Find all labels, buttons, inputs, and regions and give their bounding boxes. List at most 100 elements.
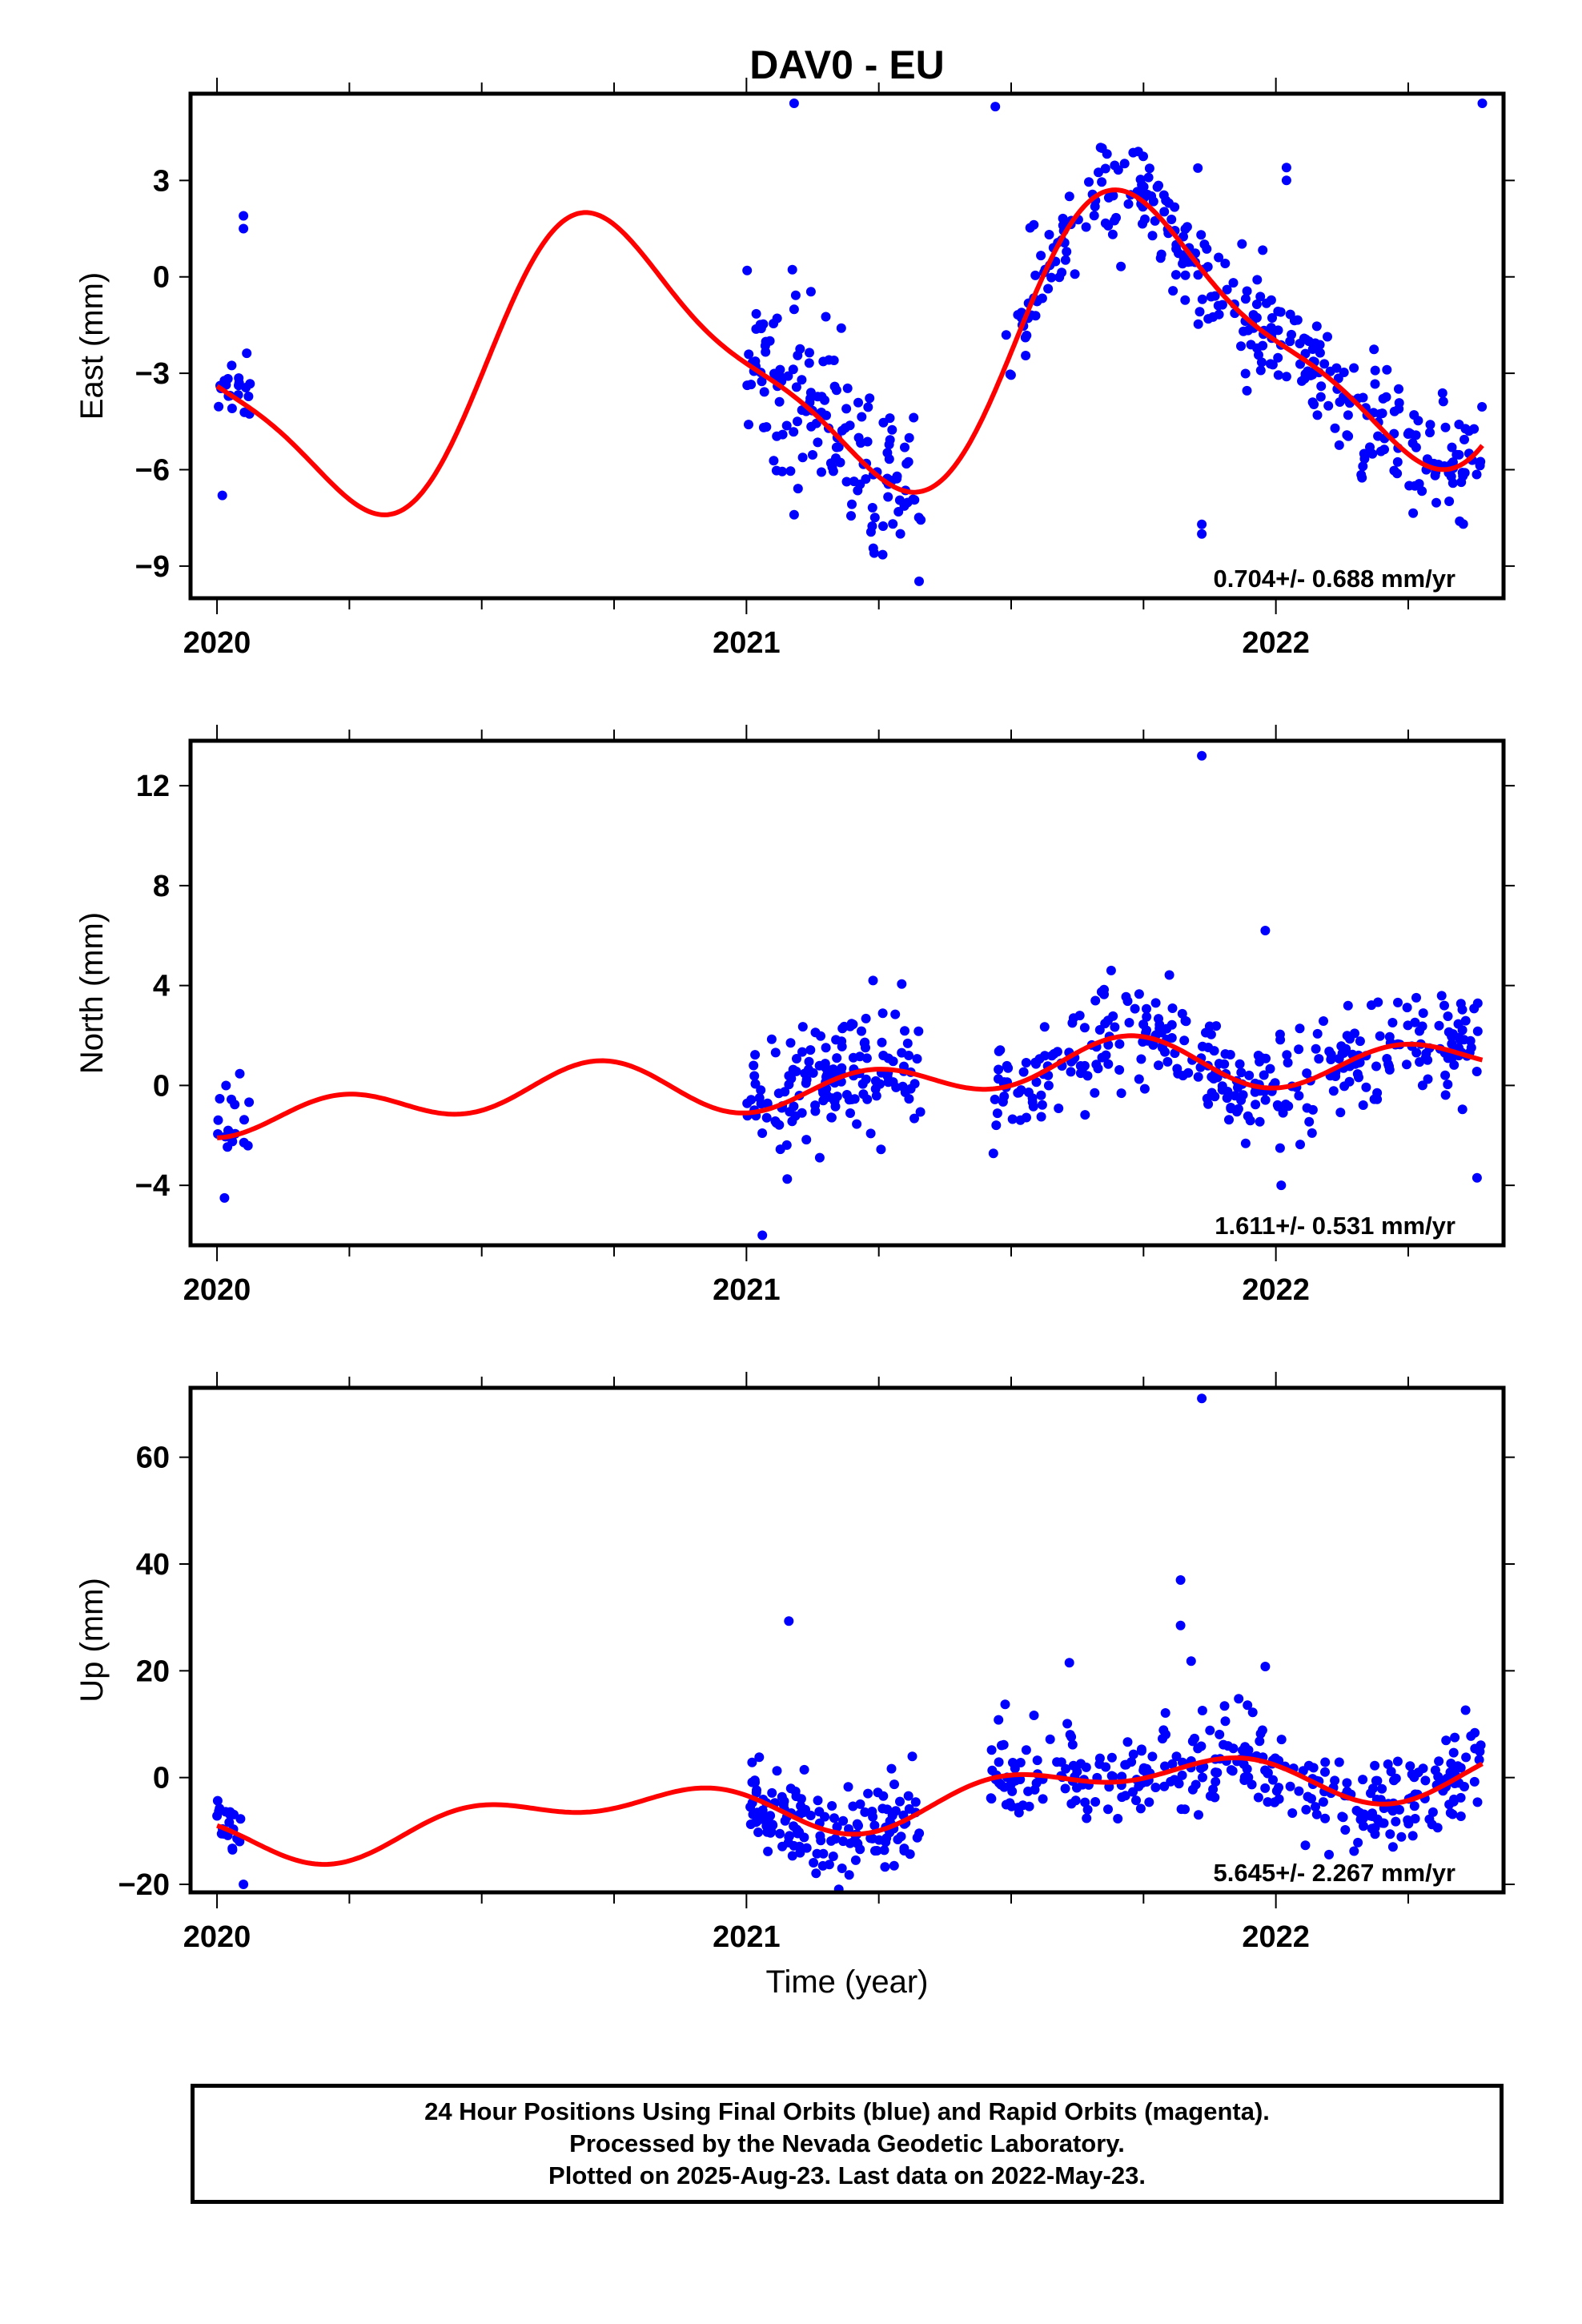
data-point [1465, 1035, 1476, 1046]
data-point [1134, 1074, 1144, 1084]
data-point [1407, 438, 1418, 448]
x-tick-label: 2021 [713, 1273, 781, 1307]
data-point [1319, 1016, 1328, 1026]
data-point [1375, 1031, 1385, 1041]
rate-label: 0.704+/- 0.688 mm/yr [1214, 565, 1456, 593]
data-point [770, 1047, 781, 1058]
data-point [1334, 1757, 1344, 1767]
data-point [1162, 1056, 1173, 1067]
data-point [803, 1064, 813, 1075]
data-point [1167, 1759, 1178, 1769]
data-point [796, 1801, 806, 1811]
data-point [1103, 1039, 1114, 1050]
data-point [1372, 1775, 1383, 1786]
data-point [816, 1835, 826, 1846]
data-point [999, 1092, 1010, 1101]
data-point [1276, 1735, 1287, 1745]
data-point [1142, 190, 1153, 199]
data-point [907, 1751, 917, 1762]
data-point [1355, 1807, 1365, 1818]
data-point [1437, 388, 1447, 398]
data-point [831, 453, 841, 464]
data-point [1072, 1767, 1082, 1777]
data-point [1197, 750, 1207, 761]
data-point [1282, 1050, 1292, 1060]
data-point [1081, 222, 1091, 232]
data-point [1147, 231, 1158, 241]
data-point [994, 1715, 1004, 1725]
data-point [1297, 376, 1307, 386]
data-point [1440, 1070, 1451, 1080]
data-point [1006, 1779, 1016, 1790]
data-point [1203, 1099, 1214, 1109]
y-tick-label: 60 [136, 1441, 170, 1475]
data-point [775, 1828, 785, 1839]
data-point [1344, 1076, 1355, 1087]
data-point [1369, 344, 1379, 355]
data-point [1389, 465, 1399, 476]
data-point [811, 1868, 821, 1879]
data-point [1111, 212, 1121, 223]
data-point [242, 348, 252, 359]
data-point [1247, 1779, 1257, 1790]
data-point [1036, 1112, 1046, 1122]
data-point [912, 1832, 922, 1843]
data-point [1373, 431, 1383, 441]
data-point [1315, 340, 1325, 350]
data-point [829, 1813, 839, 1823]
data-point [994, 1046, 1004, 1056]
data-point [785, 466, 796, 476]
data-point [1028, 1101, 1038, 1112]
data-point [1272, 1100, 1283, 1110]
data-point [1197, 1393, 1207, 1404]
data-point [766, 1034, 777, 1044]
data-point [1371, 1061, 1381, 1072]
data-point [1228, 278, 1239, 288]
data-point [1067, 1739, 1078, 1750]
data-point [910, 1797, 921, 1807]
data-point [754, 1752, 765, 1763]
data-point [877, 1803, 888, 1814]
data-point [1342, 1778, 1352, 1788]
data-point [888, 519, 898, 529]
data-point [1439, 1000, 1449, 1011]
data-point [867, 503, 877, 513]
data-point [1341, 1043, 1351, 1054]
data-point [817, 467, 826, 477]
data-point [1094, 1759, 1105, 1769]
data-point [837, 1864, 847, 1873]
data-point [1187, 1784, 1198, 1795]
data-point [748, 1809, 758, 1819]
data-point [769, 368, 779, 379]
data-point [1302, 1068, 1312, 1079]
data-point [1441, 1735, 1452, 1746]
rate-label: 5.645+/- 2.267 mm/yr [1214, 1859, 1456, 1887]
data-point [787, 264, 797, 275]
data-point [224, 1817, 235, 1827]
data-point [1064, 1658, 1074, 1668]
data-point [1323, 332, 1332, 342]
data-point [1472, 998, 1483, 1008]
data-point [817, 1860, 828, 1871]
data-point [227, 360, 237, 371]
data-point [1392, 456, 1403, 467]
data-point [767, 1787, 777, 1798]
data-point [1101, 1050, 1111, 1060]
data-point [827, 1801, 837, 1811]
data-point [992, 1108, 1002, 1119]
data-point [1113, 1814, 1123, 1823]
data-point [1036, 251, 1046, 261]
data-point [1136, 1746, 1146, 1756]
data-point [1265, 359, 1275, 369]
data-point [1309, 400, 1319, 409]
data-point [1367, 1808, 1377, 1819]
data-point [865, 1128, 876, 1139]
data-point [805, 1811, 816, 1820]
data-point [837, 1023, 848, 1034]
data-point [1357, 472, 1367, 483]
data-point [1107, 229, 1118, 239]
data-point [1273, 325, 1283, 336]
data-point [1197, 1706, 1207, 1715]
data-point [830, 1834, 841, 1844]
data-point [793, 416, 802, 427]
